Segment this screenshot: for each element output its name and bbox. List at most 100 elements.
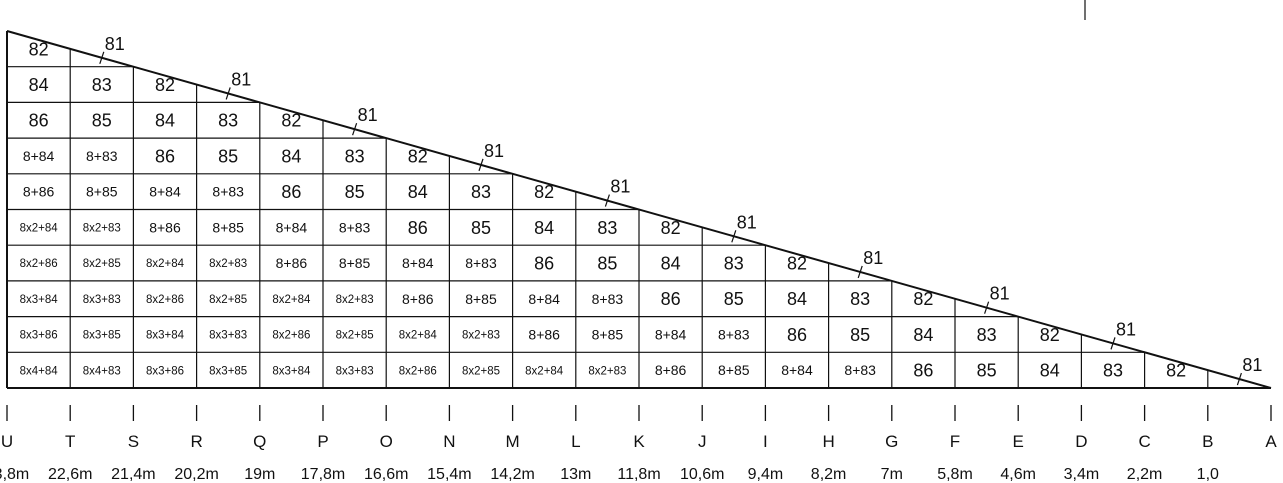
distance-label: 19m bbox=[244, 466, 275, 483]
cell-label: 85 bbox=[850, 325, 870, 345]
cell-label: 8x4+83 bbox=[83, 365, 121, 377]
cell-label: 8x2+86 bbox=[399, 365, 437, 377]
cell-label: 8x2+84 bbox=[146, 258, 185, 270]
slope-line bbox=[6, 30, 1272, 389]
cell-label: 8+85 bbox=[86, 184, 118, 200]
slope-tick bbox=[857, 265, 863, 279]
cell-label: 82 bbox=[408, 146, 428, 166]
cell-label: 85 bbox=[977, 361, 997, 381]
cell-label: 84 bbox=[913, 325, 933, 345]
cell-label: 8+84 bbox=[655, 326, 687, 342]
apex-label: 81 bbox=[231, 69, 251, 89]
cell-label: 8x2+85 bbox=[336, 330, 374, 342]
distance-label: 17,8m bbox=[301, 466, 345, 483]
cell-label: 83 bbox=[1103, 361, 1123, 381]
cell-label: 8+84 bbox=[149, 184, 181, 200]
station-marker: C bbox=[1138, 432, 1150, 451]
cell-label: 8+85 bbox=[212, 219, 244, 235]
station-marker: T bbox=[65, 432, 75, 451]
apex-label: 81 bbox=[737, 212, 757, 232]
distance-label: 22,6m bbox=[48, 466, 92, 483]
cell-label: 83 bbox=[345, 146, 365, 166]
cell-label: 8x2+84 bbox=[399, 330, 438, 342]
cell-label: 8x2+84 bbox=[525, 365, 564, 377]
distance-label: 3,4m bbox=[1064, 466, 1100, 483]
distance-label: 21,4m bbox=[111, 466, 155, 483]
cell-label: 8x2+83 bbox=[209, 258, 247, 270]
cell-label: 8x3+85 bbox=[209, 365, 247, 377]
station-marker: E bbox=[1013, 432, 1024, 451]
cell-label: 8x2+83 bbox=[588, 365, 626, 377]
cell-label: 85 bbox=[597, 254, 617, 274]
slope-tick bbox=[984, 301, 990, 314]
cell-label: 82 bbox=[661, 218, 681, 238]
apex-label: 81 bbox=[863, 248, 883, 268]
cell-label: 86 bbox=[408, 218, 428, 238]
cell-label: 8x3+84 bbox=[20, 294, 59, 306]
cell-label: 8+83 bbox=[339, 219, 371, 235]
cell-label: 8+83 bbox=[465, 255, 497, 271]
distance-label: 15,4m bbox=[427, 466, 471, 483]
distance-label: 2,2m bbox=[1127, 466, 1163, 483]
cell-label: 85 bbox=[218, 146, 238, 166]
cell-label: 82 bbox=[1166, 361, 1186, 381]
station-marker: D bbox=[1075, 432, 1087, 451]
distance-label: 11,8m bbox=[617, 466, 660, 483]
cell-label: 8+85 bbox=[465, 291, 497, 307]
distance-label: 7m bbox=[881, 466, 903, 483]
cell-label: 8x2+84 bbox=[20, 222, 59, 234]
cell-label: 82 bbox=[1040, 325, 1060, 345]
cell-label: 8+84 bbox=[23, 148, 55, 164]
cell-label: 8+86 bbox=[276, 255, 308, 271]
distance-label: 10,6m bbox=[680, 466, 724, 483]
cell-label: 85 bbox=[345, 182, 365, 202]
cell-label: 8x2+86 bbox=[20, 258, 58, 270]
cell-label: 8+84 bbox=[528, 291, 560, 307]
cell-label: 84 bbox=[787, 289, 807, 309]
slope-tick bbox=[352, 122, 358, 136]
apex-label: 81 bbox=[105, 34, 125, 54]
cell-label: 8+85 bbox=[592, 326, 624, 342]
apex-label: 81 bbox=[358, 105, 378, 125]
cell-label: 84 bbox=[1040, 361, 1060, 381]
cell-label: 8x3+86 bbox=[146, 365, 184, 377]
cell-label: 82 bbox=[155, 75, 175, 95]
cell-label: 82 bbox=[787, 254, 807, 274]
cell-label: 86 bbox=[534, 254, 554, 274]
cell-label: 82 bbox=[913, 289, 933, 309]
cell-label: 8x2+85 bbox=[209, 294, 247, 306]
cell-label: 84 bbox=[155, 111, 175, 131]
station-marker: I bbox=[763, 432, 768, 451]
distance-label: 16,6m bbox=[364, 466, 408, 483]
station-marker: R bbox=[190, 432, 202, 451]
slope-tick bbox=[1236, 372, 1242, 386]
cell-label: 8+83 bbox=[212, 184, 244, 200]
cell-label: 82 bbox=[534, 182, 554, 202]
slope-tick bbox=[731, 230, 737, 243]
cell-label: 86 bbox=[787, 325, 807, 345]
cell-label: 8x2+83 bbox=[83, 222, 121, 234]
distance-label: 20,2m bbox=[174, 466, 218, 483]
apex-label: 81 bbox=[1116, 319, 1136, 339]
station-marker: Q bbox=[253, 432, 266, 451]
slope-tick bbox=[225, 87, 231, 100]
cell-label: 84 bbox=[29, 75, 49, 95]
cell-label: 8+86 bbox=[528, 326, 560, 342]
distance-label: 5,8m bbox=[937, 466, 973, 483]
cell-label: 8x4+84 bbox=[20, 365, 59, 377]
cell-label: 84 bbox=[661, 254, 681, 274]
cell-label: 8+86 bbox=[149, 219, 181, 235]
cell-label: 84 bbox=[281, 146, 301, 166]
cell-label: 8+83 bbox=[844, 362, 876, 378]
cell-label: 8x3+86 bbox=[20, 330, 58, 342]
cell-label: 8x3+83 bbox=[209, 330, 247, 342]
cell-label: 83 bbox=[597, 218, 617, 238]
station-marker: N bbox=[443, 432, 455, 451]
cell-label: 8+84 bbox=[781, 362, 813, 378]
cell-label: 8x3+83 bbox=[83, 294, 121, 306]
station-marker: B bbox=[1202, 432, 1213, 451]
cell-label: 83 bbox=[471, 182, 491, 202]
cell-label: 8x2+86 bbox=[146, 294, 184, 306]
